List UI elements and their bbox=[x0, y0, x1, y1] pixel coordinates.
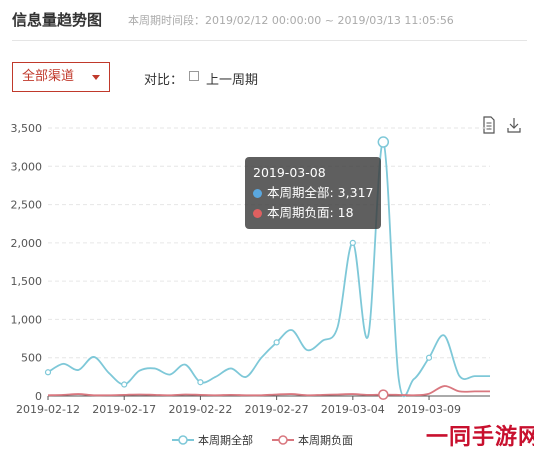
watermark: 一同手游网 bbox=[426, 425, 534, 450]
highlight-point-negative bbox=[378, 389, 389, 400]
legend-label-all: 本周期全部 bbox=[198, 434, 253, 447]
document-icon[interactable] bbox=[481, 116, 497, 134]
compare-option-label[interactable]: 上一周期 bbox=[206, 73, 259, 88]
data-point bbox=[44, 369, 52, 376]
tooltip-date: 2019-03-08 bbox=[253, 165, 326, 180]
y-tick-label: 2,500 bbox=[11, 199, 43, 212]
data-point bbox=[273, 339, 280, 346]
chart-lines bbox=[44, 136, 490, 400]
channel-select-label: 全部渠道 bbox=[22, 69, 75, 84]
highlight-point-all bbox=[377, 136, 390, 148]
x-tick-label: 2019-02-22 bbox=[168, 403, 232, 416]
x-axis: 2019-02-12 2019-02-17 2019-02-22 2019-02-27… bbox=[16, 395, 490, 416]
x-tick-label: 2019-02-27 bbox=[245, 403, 309, 416]
data-point bbox=[197, 379, 204, 386]
data-point bbox=[425, 354, 433, 361]
compare-label: 对比： bbox=[144, 73, 184, 88]
tooltip-negative-value: 本周期负面: 18 bbox=[267, 205, 354, 220]
y-tick-label: 0 bbox=[35, 390, 42, 403]
chart-tooltip: 2019-03-08 本周期全部: 3,317 本周期负面: 18 bbox=[245, 157, 381, 229]
y-tick-label: 500 bbox=[21, 352, 42, 365]
chevron-down-icon bbox=[92, 75, 100, 80]
x-tick-label: 2019-02-12 bbox=[16, 403, 80, 416]
header: 信息量趋势图 本周期时间段：2019/02/12 00:00:00 ~ 2019… bbox=[12, 6, 527, 41]
tooltip-row-negative: 本周期负面: 18 bbox=[253, 203, 373, 223]
y-tick-label: 3,500 bbox=[11, 122, 43, 135]
tooltip-row-all: 本周期全部: 3,317 bbox=[253, 183, 373, 203]
x-tick-label: 2019-03-09 bbox=[397, 403, 461, 416]
download-icon[interactable] bbox=[506, 116, 522, 134]
tooltip-all-dot bbox=[253, 189, 262, 198]
tooltip-all-value: 本周期全部: 3,317 bbox=[267, 185, 374, 200]
x-tick-label: 2019-03-04 bbox=[321, 403, 385, 416]
series-line-negative bbox=[47, 385, 490, 397]
chart-title: 信息量趋势图 bbox=[12, 11, 103, 29]
y-tick-label: 1,000 bbox=[11, 313, 43, 326]
data-point bbox=[349, 239, 356, 246]
tooltip-negative-dot bbox=[253, 209, 262, 218]
period-label: 本周期时间段：2019/02/12 00:00:00 ~ 2019/03/13 … bbox=[128, 14, 454, 27]
y-axis: 0 500 1,000 1,500 2,000 2,500 3,000 3,500 bbox=[11, 122, 43, 403]
x-tick-label: 2019-02-17 bbox=[92, 403, 156, 416]
data-point bbox=[121, 381, 128, 388]
y-tick-label: 1,500 bbox=[11, 275, 43, 288]
y-tick-label: 2,000 bbox=[11, 237, 43, 250]
legend-line-all-icon bbox=[172, 435, 194, 445]
y-tick-label: 3,000 bbox=[11, 160, 43, 173]
legend-label-negative: 本周期负面 bbox=[298, 434, 353, 447]
channel-select[interactable]: 全部渠道 bbox=[12, 62, 110, 92]
legend-line-negative-icon bbox=[272, 435, 294, 445]
compare-checkbox[interactable] bbox=[189, 71, 199, 81]
